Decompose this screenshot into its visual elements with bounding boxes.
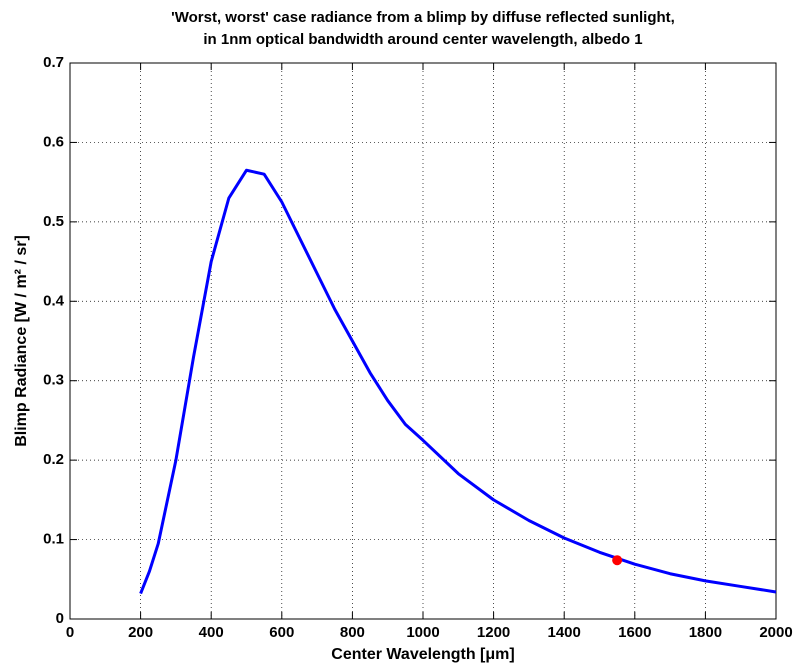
- x-tick-label: 1200: [477, 624, 510, 641]
- x-tick-label: 0: [66, 624, 74, 641]
- x-tick-label: 1800: [689, 624, 722, 641]
- chart-title: in 1nm optical bandwidth around center w…: [203, 31, 642, 48]
- x-tick-label: 800: [340, 624, 365, 641]
- y-tick-label: 0.3: [43, 372, 64, 389]
- plot-frame: [69, 62, 777, 620]
- y-tick-label: 0.7: [43, 54, 64, 71]
- y-tick-label: 0.4: [43, 292, 65, 309]
- x-tick-label: 200: [128, 624, 153, 641]
- x-tick-label: 1000: [406, 624, 439, 641]
- x-tick-label: 2000: [759, 624, 792, 641]
- x-tick-label: 600: [269, 624, 294, 641]
- chart-title: 'Worst, worst' case radiance from a blim…: [171, 9, 675, 26]
- y-tick-label: 0.5: [43, 213, 64, 230]
- y-tick-label: 0.2: [43, 451, 64, 468]
- y-tick-label: 0: [56, 610, 64, 627]
- x-tick-label: 1400: [548, 624, 581, 641]
- y-axis-label: Blimp Radiance [W / m² / sr]: [13, 235, 30, 447]
- x-tick-label: 400: [199, 624, 224, 641]
- data-point: [612, 555, 623, 566]
- y-tick-label: 0.6: [43, 133, 64, 150]
- y-tick-label: 0.1: [43, 531, 64, 548]
- x-tick-label: 1600: [618, 624, 651, 641]
- x-axis-label: Center Wavelength [μm]: [331, 646, 514, 663]
